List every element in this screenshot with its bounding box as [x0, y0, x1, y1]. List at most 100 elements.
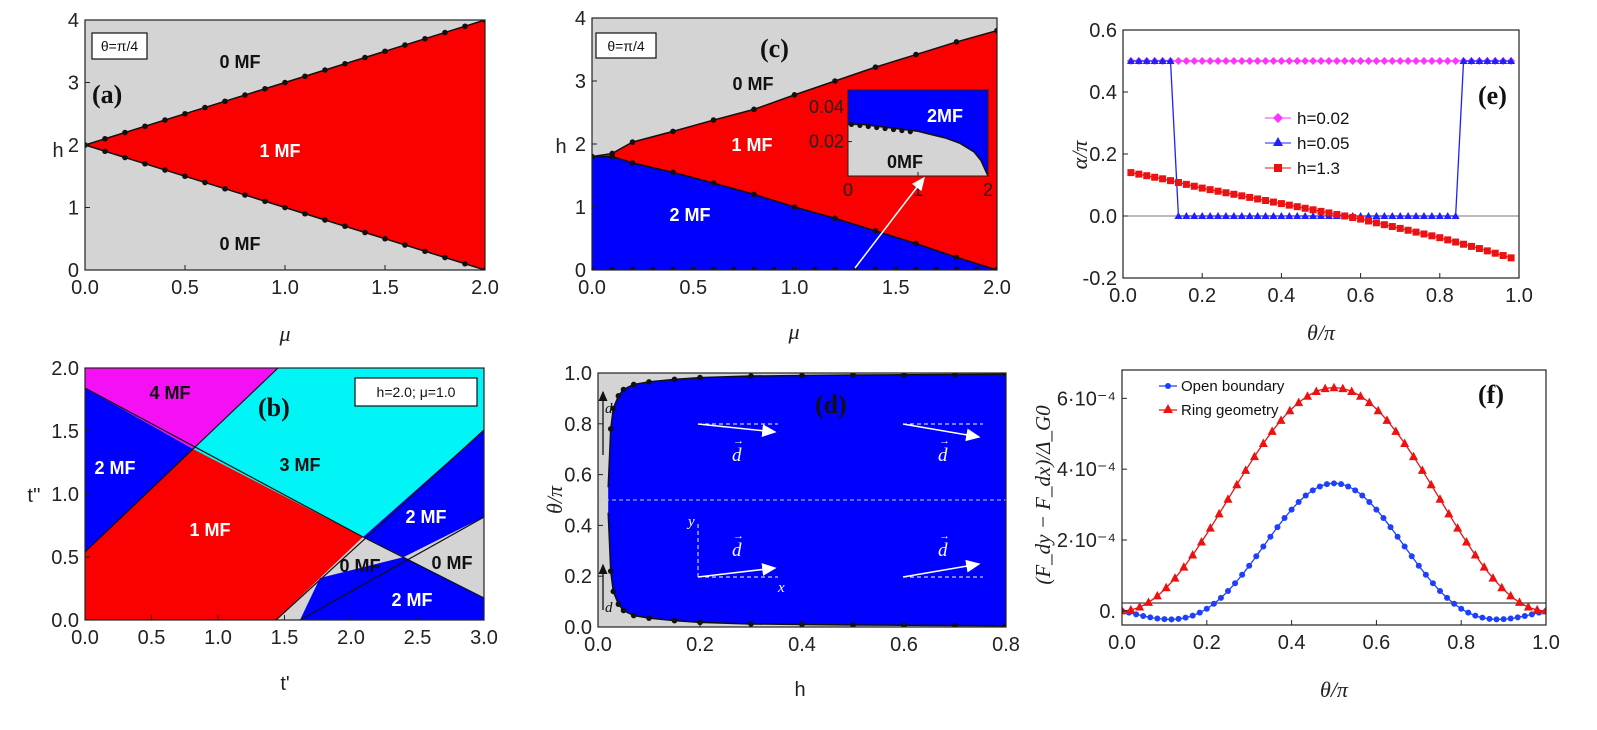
dot-c-lower [791, 204, 798, 210]
inset-dot [899, 127, 905, 134]
marker [1253, 57, 1262, 65]
dot-a-lower [142, 160, 148, 167]
region-label-b-1mf: 1 MF [189, 520, 230, 540]
marker [1340, 57, 1349, 65]
inset-dot [882, 125, 888, 132]
marker [1261, 212, 1270, 219]
marker [1506, 590, 1516, 600]
marker [1532, 604, 1542, 614]
marker [1507, 57, 1516, 64]
marker [1348, 57, 1357, 65]
x-tick-label: 0.4 [788, 634, 816, 656]
ticks-a: 0.0 0.5 1.0 1.5 2.0 0 1 2 3 4 [68, 10, 499, 299]
marker [1190, 212, 1199, 219]
dot-d-upper [1003, 373, 1006, 378]
x-tick-label: 1.5 [371, 277, 399, 299]
x-tick-label: 0.0 [1109, 285, 1137, 307]
y-tick-label: 0.0 [51, 610, 79, 632]
marker [1459, 57, 1468, 64]
marker [1486, 615, 1493, 622]
panel-e: 0.0 0.2 0.4 0.6 0.8 1.0-0.20.00.20.40.6 (e) h… [1067, 20, 1533, 345]
marker [1412, 228, 1420, 236]
dot-c-zero [650, 266, 656, 270]
inset-dot [874, 124, 880, 131]
legend-e-2: h=0.05 [1297, 134, 1349, 153]
marker [1166, 57, 1175, 64]
marker [1221, 212, 1230, 219]
marker [1317, 212, 1325, 219]
dot-a-upper [102, 135, 108, 142]
legend-e-1: h=0.02 [1297, 109, 1349, 128]
svg-text:d: d [605, 401, 613, 417]
region-b-3mf [193, 368, 484, 537]
dot-c-upper [710, 117, 717, 123]
ylabel-e: α/π [1067, 140, 1092, 170]
dot-c-zero [933, 266, 939, 270]
plot-bg-f [1122, 370, 1546, 625]
xlabel-d: h [794, 679, 805, 701]
marker [1293, 203, 1301, 211]
dot-a-upper [182, 110, 188, 117]
marker [1380, 221, 1388, 229]
marker [1246, 562, 1253, 569]
marker [1316, 483, 1323, 490]
frame-f [1121, 369, 1547, 626]
marker [1225, 587, 1231, 594]
dot-a-upper [342, 60, 348, 67]
marker [1269, 212, 1278, 219]
marker [1417, 465, 1427, 474]
marker [1325, 209, 1333, 217]
marker [1329, 382, 1339, 392]
marker [1364, 57, 1373, 65]
y-tick-label: 0.2 [564, 566, 592, 588]
xlabel-e: θ/π [1307, 320, 1336, 345]
marker [1523, 602, 1533, 611]
annot-box-b [354, 377, 478, 407]
dot-d-upper [697, 374, 703, 381]
dot-c-zero [974, 266, 980, 270]
marker [1373, 506, 1380, 513]
dot-a-lower [322, 217, 328, 223]
marker [1261, 57, 1270, 65]
dot-a-lower [302, 210, 308, 217]
marker [1444, 508, 1454, 518]
marker [1198, 212, 1207, 219]
marker [1260, 543, 1267, 550]
marker [1400, 438, 1410, 447]
marker [1269, 198, 1277, 206]
marker [1428, 232, 1436, 240]
marker [1491, 249, 1499, 257]
dot-d-lower [850, 622, 856, 627]
legend-e: h=0.02 h=0.05 h=1.3 [1265, 109, 1349, 178]
marker [1203, 605, 1210, 612]
panel-b: 0.0 0.5 1.0 1.5 2.0 2.5 3.0 0.0 0.5 1.0 1.5 2.0 h=2… [27, 358, 498, 695]
y-tick-label: 0.2 [1089, 144, 1117, 166]
dot-d-lower [610, 588, 617, 595]
marker [1372, 219, 1380, 227]
inset-x-tick-label: 0 [843, 180, 853, 200]
dot-c-zero [731, 266, 737, 270]
dot-d-lower [671, 617, 678, 624]
dot-a-upper [222, 98, 228, 105]
inset-pointer-arrow [854, 176, 925, 269]
marker [1135, 602, 1145, 611]
region-label-b-2mf-left: 2 MF [94, 458, 135, 478]
dot-c-zero [670, 266, 676, 270]
dot-c-upper [629, 139, 636, 145]
dot-c-lower [629, 160, 636, 166]
dot-a-upper [242, 92, 248, 98]
svg-text:d: d [605, 600, 613, 616]
inset-label-2mf: 2MF [927, 106, 963, 126]
marker [1285, 405, 1295, 415]
y-tick-label: 4 [575, 8, 586, 30]
dot-c-lower [592, 153, 595, 160]
xlabel-b: t' [280, 673, 289, 695]
marker [1515, 597, 1524, 606]
dot-a-upper [442, 29, 448, 36]
annot-text-c: θ=π/4 [607, 38, 645, 54]
dot-a-upper [302, 73, 308, 80]
dot-a-lower [102, 148, 108, 155]
marker [1229, 57, 1238, 65]
region-label-c-top: 0 MF [732, 74, 773, 94]
dot-c-upper [670, 128, 676, 135]
